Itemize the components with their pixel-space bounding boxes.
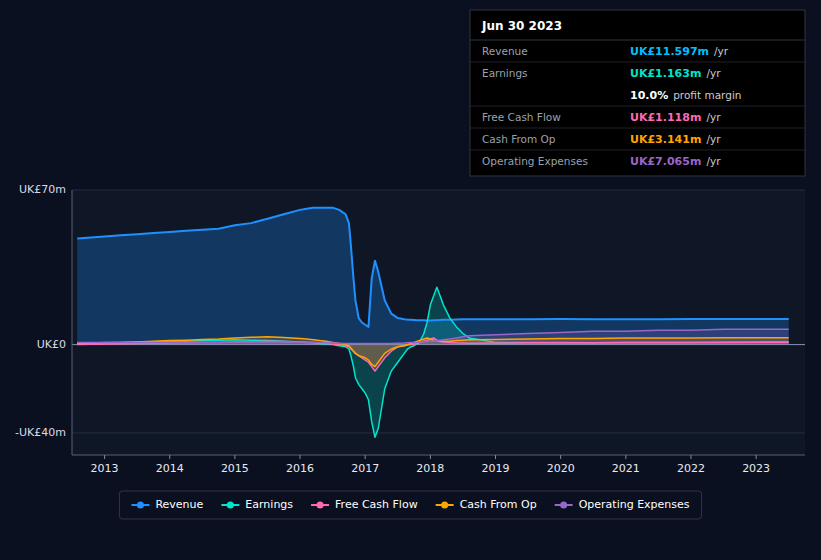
info-suffix: /yr	[706, 155, 721, 167]
info-value: UK£1.163m	[630, 67, 701, 80]
x-tick-label: 2017	[351, 462, 379, 475]
legend-marker	[441, 502, 448, 509]
plot-area	[72, 190, 805, 455]
info-suffix: /yr	[706, 111, 721, 123]
x-tick-label: 2013	[91, 462, 119, 475]
x-tick	[104, 455, 105, 459]
legend-item: Free Cash Flow	[311, 498, 418, 511]
info-separator	[470, 128, 805, 129]
x-tick-label: 2019	[482, 462, 510, 475]
info-value: UK£11.597m	[630, 45, 709, 58]
info-value: UK£1.118m	[630, 111, 701, 124]
series-line	[77, 329, 789, 343]
info-separator	[470, 40, 805, 41]
x-tick	[365, 455, 366, 459]
info-date: Jun 30 2023	[481, 19, 562, 33]
legend-marker	[560, 502, 567, 509]
legend-marker	[227, 502, 234, 509]
legend: Revenue Earnings Free Cash Flow Cash From O…	[119, 491, 701, 519]
legend-label: Earnings	[245, 498, 293, 511]
info-suffix: /yr	[706, 67, 721, 79]
info-label: Revenue	[482, 45, 528, 57]
info-label: Free Cash Flow	[482, 111, 561, 123]
x-tick-label: 2021	[612, 462, 640, 475]
info-label: Operating Expenses	[482, 155, 588, 167]
legend-item: Cash From Op	[436, 498, 537, 511]
x-tick-label: 2022	[677, 462, 705, 475]
legend-label: Cash From Op	[460, 498, 537, 511]
legend-item: Earnings	[221, 498, 293, 511]
series-line	[77, 287, 789, 437]
info-separator	[470, 62, 805, 63]
x-axis-line	[72, 455, 805, 456]
legend-label: Operating Expenses	[579, 498, 690, 511]
legend-marker	[137, 502, 144, 509]
grid-line	[72, 432, 805, 433]
background	[0, 0, 821, 560]
legend-item: Operating Expenses	[555, 498, 690, 511]
info-value: UK£3.141m	[630, 133, 701, 146]
x-tick	[430, 455, 431, 459]
x-tick-label: 2015	[221, 462, 249, 475]
x-tick-label: 2023	[742, 462, 770, 475]
x-tick	[756, 455, 757, 459]
legend-item: Revenue	[131, 498, 203, 511]
y-tick-label: UK£0	[37, 338, 66, 351]
info-separator	[470, 150, 805, 151]
grid-line	[72, 190, 805, 191]
x-tick	[690, 455, 691, 459]
legend-label: Revenue	[155, 498, 203, 511]
info-suffix: /yr	[714, 45, 729, 57]
x-tick-label: 2016	[286, 462, 314, 475]
x-tick	[169, 455, 170, 459]
x-tick	[625, 455, 626, 459]
info-value: UK£7.065m	[630, 155, 701, 168]
legend-label: Free Cash Flow	[335, 498, 418, 511]
y-tick-label: UK£70m	[19, 183, 66, 196]
x-tick	[234, 455, 235, 459]
y-tick-label: -UK£40m	[15, 426, 66, 439]
series-area	[77, 287, 789, 437]
info-separator	[470, 106, 805, 107]
info-label: Cash From Op	[482, 133, 556, 145]
x-tick-label: 2020	[547, 462, 575, 475]
legend-items: Revenue Earnings Free Cash Flow Cash From O…	[131, 498, 689, 511]
x-tick	[495, 455, 496, 459]
series-line	[77, 208, 789, 327]
x-tick	[300, 455, 301, 459]
x-tick	[560, 455, 561, 459]
series-group	[77, 208, 789, 438]
x-tick-label: 2014	[156, 462, 184, 475]
info-box: Jun 30 2023 Revenue UK£11.597m/yr Earnings U…	[470, 10, 805, 176]
info-suffix: profit margin	[673, 89, 741, 101]
y-axis-line	[72, 190, 73, 455]
legend-marker	[317, 502, 324, 509]
legend-frame	[119, 491, 701, 519]
info-value: 10.0%	[630, 89, 668, 102]
chart: -UK£40m UK£0 UK£70m 2013 2014 2015 2016 2017 201…	[0, 0, 821, 560]
x-tick-label: 2018	[416, 462, 444, 475]
info-suffix: /yr	[706, 133, 721, 145]
info-label: Earnings	[482, 67, 528, 79]
info-box-frame	[470, 10, 805, 176]
